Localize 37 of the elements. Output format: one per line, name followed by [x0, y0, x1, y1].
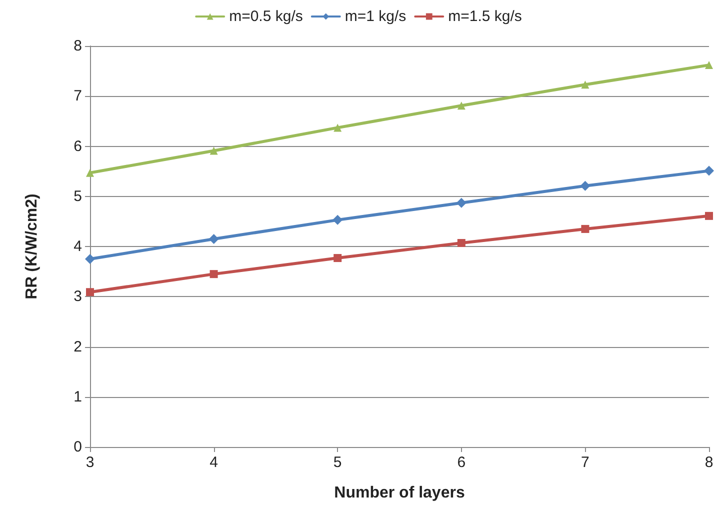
y-tick-label: 1	[74, 388, 82, 406]
x-axis-title: Number of layers	[334, 484, 465, 502]
legend-label: m=1.5 kg/s	[448, 8, 522, 25]
x-tick-label: 8	[704, 454, 714, 471]
y-tick-label: 5	[74, 188, 82, 205]
y-tick-label: 3	[74, 288, 82, 306]
legend-label: m=1 kg/s	[344, 8, 406, 25]
point	[580, 180, 590, 191]
point	[208, 234, 219, 244]
y-tick-label: 2	[74, 338, 82, 356]
point	[210, 270, 218, 278]
point	[334, 124, 342, 132]
y-tick-label: 8	[74, 38, 82, 54]
legend-label: m=0.5 kg/s	[229, 8, 303, 25]
point	[705, 212, 713, 220]
x-tick-label: 5	[333, 454, 342, 471]
y-tick-label: 0	[74, 438, 82, 456]
y-axis-title: RR (K/W/cm2)	[24, 194, 40, 300]
point	[456, 198, 466, 208]
point	[704, 166, 714, 176]
point	[85, 254, 95, 264]
point	[457, 238, 466, 247]
x-tick-label: 7	[581, 454, 590, 471]
point	[334, 254, 342, 262]
x-tick-label: 4	[210, 454, 218, 471]
y-tick-label: 7	[74, 88, 82, 105]
y-tick-label: 4	[74, 238, 82, 255]
point	[581, 224, 590, 233]
point	[705, 61, 713, 70]
point	[581, 80, 590, 89]
point	[86, 168, 94, 177]
x-tick-label: 3	[86, 454, 94, 471]
point	[332, 214, 343, 225]
x-tick-label: 6	[457, 454, 466, 471]
y-tick-label: 6	[74, 138, 82, 155]
point	[210, 146, 218, 155]
point	[457, 102, 466, 110]
